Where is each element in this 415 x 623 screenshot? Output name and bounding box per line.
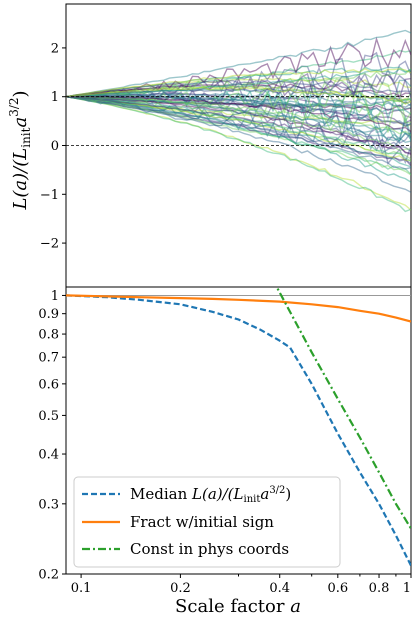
top-panel-trajectories xyxy=(66,29,411,213)
trajectory-line xyxy=(66,96,411,133)
y-tick-label: 0.7 xyxy=(38,351,59,366)
legend-label-const: Const in phys coords xyxy=(130,540,289,558)
top-panel-y-ticks: −2 −1 0 1 2 xyxy=(40,41,66,252)
bottom-panel: 0.20.30.40.50.60.70.80.91 0.1 0.2 0.4 0.6 0.… xyxy=(38,286,412,617)
trajectory-line xyxy=(66,67,411,98)
trajectory-line xyxy=(66,95,411,133)
y-tick-label: −2 xyxy=(40,237,59,252)
legend-label-fract: Fract w/initial sign xyxy=(130,513,274,531)
trajectory-line xyxy=(66,96,411,167)
bottom-panel-series xyxy=(66,287,411,567)
trajectory-line xyxy=(66,77,411,98)
y-tick-label: 0.6 xyxy=(38,377,59,392)
trajectory-line xyxy=(66,96,411,162)
trajectory-line xyxy=(66,67,411,103)
trajectory-line xyxy=(66,85,411,103)
trajectory-line xyxy=(66,96,411,111)
series-line-1 xyxy=(66,294,411,323)
trajectory-line xyxy=(66,96,411,152)
bottom-panel-x-ticks: 0.1 0.2 0.4 0.6 0.8 1 xyxy=(71,574,412,596)
x-tick-label: 0.8 xyxy=(369,581,390,596)
trajectory-line xyxy=(66,96,411,211)
trajectory-line xyxy=(66,88,411,104)
trajectory-line xyxy=(66,49,411,98)
trajectory-line xyxy=(66,95,411,128)
trajectory-line xyxy=(66,96,411,183)
trajectory-line xyxy=(66,96,411,193)
x-tick-label: 0.2 xyxy=(170,581,191,596)
trajectory-line xyxy=(66,96,411,175)
trajectory-line xyxy=(66,66,411,98)
series-line-2 xyxy=(275,287,411,530)
top-y-axis-label: L(a)/(Linita3/2) xyxy=(7,90,33,210)
legend-label-median: Median L(a)/(Linita3/2) xyxy=(130,485,291,505)
top-panel: −2 −1 0 1 2 L(a)/(Linita3/2) xyxy=(7,3,412,288)
trajectory-line xyxy=(66,51,411,98)
trajectory-line xyxy=(66,79,411,98)
trajectory-line xyxy=(66,92,411,119)
y-tick-label: 0.8 xyxy=(38,328,59,343)
legend: Median L(a)/(Linita3/2) Fract w/initial … xyxy=(73,476,341,568)
trajectory-line xyxy=(66,68,411,98)
trajectory-line xyxy=(66,94,411,126)
trajectory-line xyxy=(66,36,411,98)
series-line-0 xyxy=(66,294,411,567)
trajectory-line xyxy=(66,72,411,105)
trajectory-line xyxy=(66,96,411,142)
y-tick-label: −1 xyxy=(40,188,59,203)
x-axis-label: Scale factor a xyxy=(175,596,301,617)
trajectory-line xyxy=(66,96,411,170)
trajectory-line xyxy=(66,83,411,98)
trajectory-line xyxy=(66,96,411,108)
y-tick-label: 0 xyxy=(51,139,59,154)
trajectory-line xyxy=(66,94,411,151)
x-tick-label: 0.4 xyxy=(269,581,290,596)
trajectory-line xyxy=(66,96,411,168)
trajectory-line xyxy=(66,96,411,165)
trajectory-line xyxy=(66,96,411,108)
y-tick-label: 0.3 xyxy=(38,497,59,512)
y-tick-label: 0.2 xyxy=(38,568,59,583)
trajectory-line xyxy=(66,88,411,103)
trajectory-line xyxy=(66,72,411,101)
trajectory-line xyxy=(66,89,411,124)
y-tick-label: 1 xyxy=(51,90,59,105)
trajectory-line xyxy=(66,96,411,128)
trajectory-line xyxy=(66,96,411,144)
y-tick-label: 0.5 xyxy=(38,409,59,424)
trajectory-line xyxy=(66,79,411,110)
trajectory-line xyxy=(66,68,411,98)
top-panel-reference-lines xyxy=(66,96,411,146)
x-tick-label: 0.6 xyxy=(327,581,348,596)
bottom-panel-y-ticks: 0.2 0.3 0.4 0.5 0.6 0.7 0.8 0.9 1 xyxy=(38,289,66,583)
trajectory-line xyxy=(66,96,411,165)
trajectory-line xyxy=(66,84,411,101)
legend-box xyxy=(73,476,341,568)
trajectory-line xyxy=(66,91,411,144)
trajectory-line xyxy=(66,29,411,98)
trajectory-line xyxy=(66,96,411,155)
trajectory-line xyxy=(66,95,411,152)
trajectory-line xyxy=(66,96,411,176)
trajectory-line xyxy=(66,96,411,124)
y-tick-label: 1 xyxy=(51,289,59,304)
trajectory-line xyxy=(66,93,411,108)
y-tick-label: 0.9 xyxy=(38,307,59,322)
y-tick-label: 2 xyxy=(51,41,59,56)
trajectory-line xyxy=(66,96,411,136)
y-tick-label: 0.4 xyxy=(38,448,59,463)
x-tick-label: 1 xyxy=(403,581,411,596)
trajectory-line xyxy=(66,96,411,154)
x-tick-label: 0.1 xyxy=(71,581,92,596)
trajectory-line xyxy=(66,96,411,135)
trajectory-line xyxy=(66,96,411,160)
trajectory-line xyxy=(66,96,411,213)
trajectory-line xyxy=(66,96,411,154)
